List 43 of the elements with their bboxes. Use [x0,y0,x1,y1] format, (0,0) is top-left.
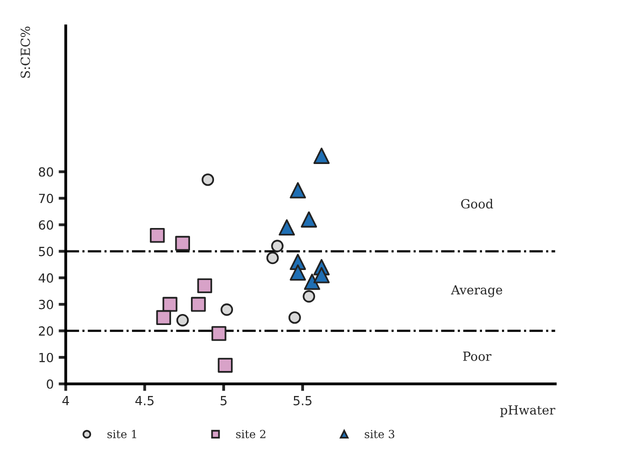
point [302,290,316,303]
point [266,252,279,264]
point [288,311,301,324]
legend-label: site 2 [236,430,266,438]
point [313,267,330,284]
point [150,228,165,243]
x-tick-label: 4 [62,396,70,406]
y-axis-title: S:CEC% [20,26,30,78]
point [162,296,178,312]
y-tick-label: 40 [38,273,54,283]
y-tick-label: 80 [38,167,54,177]
point [202,173,214,186]
legend-label: site 1 [107,430,136,438]
x-tick-label: 4.5 [135,396,154,406]
point [176,314,189,326]
annotation: Good [461,198,494,209]
point [211,326,226,341]
point [218,358,233,373]
annotation: Average [450,285,502,298]
annotation: Poor [463,352,492,361]
point [156,310,172,325]
point [220,303,234,316]
y-tick-label: 10 [39,352,54,362]
y-tick-label: 70 [39,194,54,204]
point [290,182,306,198]
point [175,236,190,251]
y-tick-label: 60 [38,220,54,230]
point [190,296,206,312]
y-tick-label: 0 [46,379,54,389]
point [278,219,295,236]
point [197,278,212,294]
x-axis-title: pHwater [500,405,556,418]
legend-label: site 3 [364,430,394,438]
y-tick-label: 30 [38,300,54,310]
point [313,148,330,164]
x-tick-label: 5.5 [294,396,312,406]
point [290,264,306,281]
point [271,240,284,252]
y-tick-label: 20 [38,326,54,336]
point [304,274,320,290]
y-tick-label: 50 [38,246,54,256]
x-tick-label: 5 [220,396,227,406]
point [300,211,318,228]
